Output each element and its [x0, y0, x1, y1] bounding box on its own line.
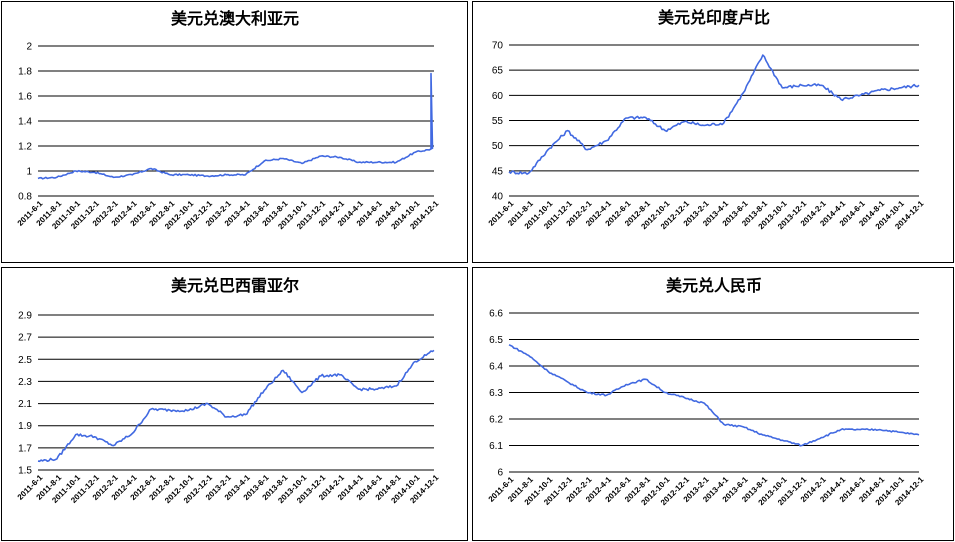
cny-chart-title: 美元兑人民币 — [666, 276, 762, 295]
brl-chart-title: 美元兑巴西雷亚尔 — [171, 276, 299, 295]
brl-y-tick-label: 2.9 — [18, 311, 32, 322]
aud-y-tick-label: 1 — [26, 167, 32, 178]
brl-chart: 美元兑巴西雷亚尔1.51.71.92.12.32.52.72.92011-6-1… — [16, 276, 441, 505]
brl-y-tick-label: 2.3 — [18, 377, 32, 388]
aud-chart-title: 美元兑澳大利亚元 — [171, 9, 299, 28]
inr-chart: 美元兑印度卢比404550556065702011-6-12011-8-1201… — [487, 8, 926, 231]
aud-chart: 美元兑澳大利亚元0.811.21.41.61.822011-6-12011-8-… — [16, 9, 441, 231]
inr-y-tick-label: 50 — [492, 141, 504, 152]
cny-y-tick-label: 6.1 — [489, 441, 503, 452]
inr-series-line — [508, 54, 920, 175]
cny-y-tick-label: 6.3 — [489, 388, 503, 399]
chart-panel-cny: 美元兑人民币 6 6.1 6.2 6.3 6.4 6.5 6.6 2011-6-1 2011-8-… — [472, 267, 954, 541]
aud-y-tick-label: 1.6 — [18, 92, 32, 103]
aud-series-line — [37, 72, 434, 180]
inr-y-tick-label: 65 — [492, 66, 504, 77]
aud-y-tick-label: 1.2 — [18, 142, 32, 153]
inr-y-tick-label: 60 — [492, 91, 504, 102]
aud-y-tick-label: 1.4 — [18, 117, 32, 128]
aud-y-tick-label: 2 — [26, 42, 32, 53]
cny-y-tick-label: 6 — [497, 468, 503, 479]
inr-y-tick-label: 70 — [492, 41, 504, 52]
inr-y-tick-label: 45 — [492, 166, 504, 177]
chart-panel-inr: 美元兑印度卢比 40 45 50 55 60 65 70 2011-6-1 2011-8-1 201… — [472, 1, 954, 263]
cny-chart: 美元兑人民币66.16.26.36.46.56.62011-6-12011-8-… — [487, 276, 926, 507]
brl-y-tick-label: 2.1 — [18, 399, 32, 410]
cny-y-tick-label: 6.6 — [489, 309, 503, 320]
brl-y-tick-label: 2.5 — [18, 355, 32, 366]
cny-y-tick-label: 6.4 — [489, 362, 503, 373]
aud-y-tick-label: 0.8 — [18, 192, 32, 203]
inr-chart-title: 美元兑印度卢比 — [658, 8, 770, 27]
chart-panel-brl: 美元兑巴西雷亚尔 1.5 1.7 1.9 2.1 2.3 2.5 2.7 2.9 2011-6-1… — [1, 267, 468, 541]
inr-y-tick-label: 40 — [492, 192, 504, 203]
brl-series-line — [37, 349, 435, 463]
brl-y-tick-label: 1.7 — [18, 443, 32, 454]
aud-y-tick-label: 1.8 — [18, 67, 32, 78]
brl-y-tick-label: 1.5 — [18, 466, 32, 477]
cny-series-line — [508, 344, 920, 447]
brl-y-tick-label: 2.7 — [18, 333, 32, 344]
cny-y-tick-label: 6.5 — [489, 335, 503, 346]
inr-y-tick-label: 55 — [492, 116, 504, 127]
chart-panel-aud: 美元兑澳大利亚元 0.8 1 1.2 1.4 1.6 1.8 2 2011-6-1 2011-8-… — [1, 1, 468, 263]
cny-y-tick-label: 6.2 — [489, 415, 503, 426]
brl-y-tick-label: 1.9 — [18, 421, 32, 432]
